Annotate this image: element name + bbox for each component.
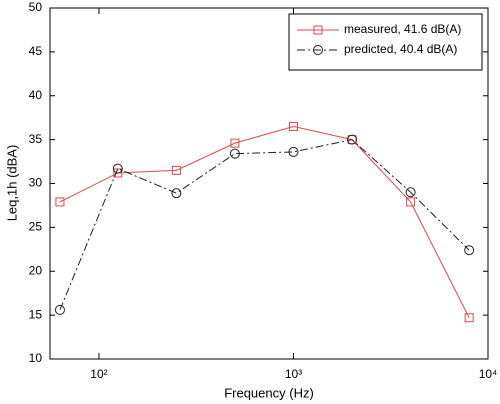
legend-marker bbox=[313, 25, 323, 35]
marker bbox=[113, 168, 123, 178]
y-tick-label: 15 bbox=[29, 307, 43, 321]
x-tick-label: 10² bbox=[90, 367, 107, 381]
marker bbox=[288, 146, 299, 157]
y-tick-label: 10 bbox=[29, 351, 43, 365]
marker bbox=[112, 163, 123, 174]
marker bbox=[55, 197, 65, 207]
y-tick-label: 20 bbox=[29, 263, 43, 277]
legend-label: predicted, 40.4 dB(A) bbox=[344, 42, 457, 56]
marker bbox=[229, 148, 240, 159]
x-axis-label: Frequency (Hz) bbox=[224, 385, 314, 400]
marker bbox=[464, 313, 474, 323]
x-tick-label: 10³ bbox=[285, 367, 302, 381]
legend-box bbox=[288, 13, 483, 71]
marker bbox=[464, 245, 475, 256]
series-line bbox=[59, 125, 470, 318]
y-tick-label: 25 bbox=[29, 220, 43, 234]
marker bbox=[406, 197, 416, 207]
y-axis-label: Leq,1h (dBA) bbox=[4, 145, 19, 222]
legend-marker bbox=[313, 45, 323, 55]
y-tick-label: 35 bbox=[29, 132, 43, 146]
y-tick-label: 45 bbox=[29, 44, 43, 58]
y-tick-label: 40 bbox=[29, 88, 43, 102]
y-tick-label: 30 bbox=[29, 176, 43, 190]
marker bbox=[171, 188, 182, 199]
series-line bbox=[59, 139, 470, 311]
marker bbox=[171, 165, 181, 175]
marker bbox=[54, 304, 65, 315]
marker bbox=[405, 187, 416, 198]
marker bbox=[288, 121, 298, 131]
marker bbox=[347, 134, 358, 145]
marker bbox=[230, 138, 240, 148]
legend-label: measured, 41.6 dB(A) bbox=[344, 22, 461, 36]
y-tick-label: 50 bbox=[29, 0, 43, 14]
x-tick-label: 10⁴ bbox=[479, 367, 498, 381]
